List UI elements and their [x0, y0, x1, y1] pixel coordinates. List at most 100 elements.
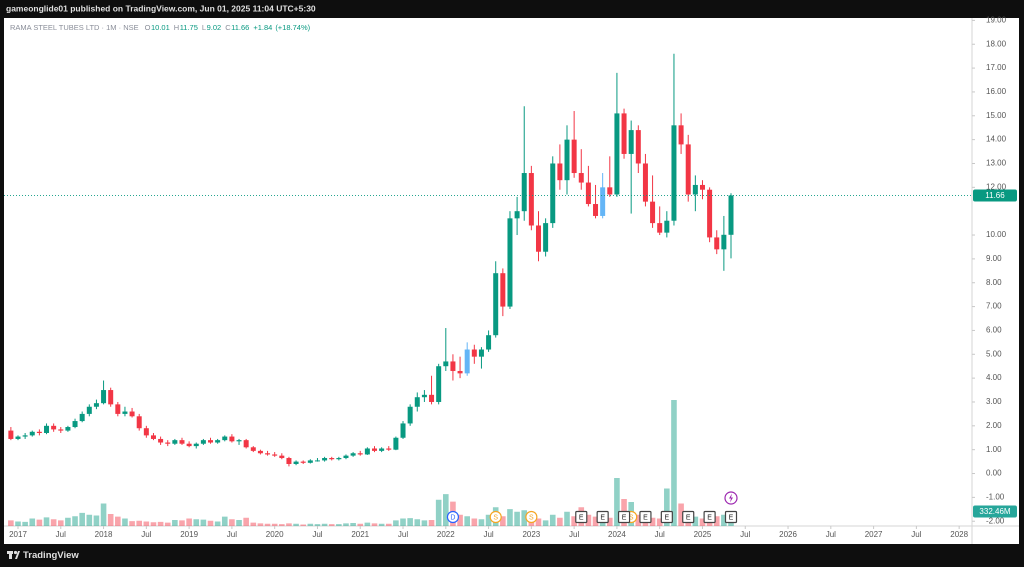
volume-bar: [692, 516, 699, 526]
volume-bar: [557, 517, 563, 526]
candle-body: [15, 436, 21, 439]
volume-bar: [36, 519, 43, 526]
legend-text: RAMA STEEL TUBES LTD · 1M · NSE: [10, 23, 139, 32]
legend-text: H: [174, 23, 179, 32]
last-volume-label: 332.46M: [979, 507, 1010, 516]
y-tick-label: 16.00: [986, 87, 1007, 96]
volume-bar: [179, 520, 185, 526]
volume-bar: [421, 520, 428, 526]
volume-bar: [592, 516, 599, 526]
candle-body: [200, 440, 206, 444]
volume-bar: [22, 521, 28, 526]
candle-body: [350, 453, 356, 456]
volume-bar: [229, 519, 235, 526]
volume-bar: [443, 494, 449, 526]
event-marker: [525, 510, 538, 524]
candle-body: [450, 361, 456, 371]
candle-body: [108, 390, 114, 405]
candle-body: [158, 438, 164, 443]
candle-body: [250, 447, 256, 451]
candle-body: [486, 335, 492, 350]
candle-body: [372, 448, 377, 451]
volume-bar: [464, 516, 470, 526]
candle-body: [72, 421, 78, 428]
x-tick-label: 2026: [779, 530, 797, 539]
y-tick-label: 17.00: [986, 63, 1007, 72]
candle-body: [272, 454, 278, 456]
candle-body: [678, 125, 684, 145]
candle-body: [193, 443, 199, 447]
candle-body: [642, 163, 648, 202]
candle-body: [600, 187, 606, 216]
candle-body: [36, 431, 42, 433]
y-tick-label: 9.00: [986, 254, 1002, 263]
candle-body: [44, 425, 50, 433]
volume-bar: [243, 517, 249, 526]
candle-body: [707, 189, 713, 238]
candle-body: [692, 184, 698, 195]
candle-body: [257, 450, 263, 454]
volume-bar: [321, 523, 328, 526]
volume-bar: [350, 523, 356, 526]
candle-body: [521, 173, 527, 212]
candle-body: [543, 223, 549, 252]
event-marker: [575, 510, 588, 524]
candle-body: [528, 173, 534, 226]
x-tick-label: Jul: [826, 530, 836, 539]
legend-text: L: [202, 23, 206, 32]
y-tick-label: 2.00: [986, 421, 1002, 430]
candle-body: [671, 125, 677, 221]
candle-body: [229, 436, 235, 442]
candle-body: [186, 443, 192, 447]
candle-body: [300, 461, 306, 463]
y-tick-label: 8.00: [986, 278, 1002, 287]
volume-bar: [414, 519, 421, 526]
event-label: E: [707, 514, 712, 521]
x-tick-label: Jul: [655, 530, 665, 539]
volume-bar: [378, 523, 385, 526]
volume-bar: [393, 520, 399, 526]
volume-bar: [150, 522, 157, 526]
volume-bar: [93, 515, 100, 526]
legend-text: 11.75: [180, 23, 198, 32]
event-label: E: [729, 514, 734, 521]
volume-bar: [535, 518, 542, 526]
volume-bar: [385, 523, 392, 526]
volume-bar: [671, 400, 677, 526]
candle-body: [464, 349, 470, 374]
volume-bar: [57, 520, 64, 526]
candle-body: [507, 218, 513, 307]
volume-bar: [207, 520, 214, 526]
candle-body: [500, 273, 506, 307]
volume-bar: [79, 512, 85, 526]
candle-body: [614, 113, 620, 195]
volume-bar: [435, 499, 442, 526]
x-tick-label: Jul: [227, 530, 237, 539]
volume-bar: [143, 521, 150, 526]
volume-bar: [500, 516, 506, 526]
legend-text: (+18.74%): [275, 23, 310, 32]
candle-body: [585, 182, 591, 205]
alert-bolt: [729, 493, 733, 503]
y-tick-label: 1.00: [986, 445, 1002, 454]
volume-bar: [649, 517, 656, 526]
candle-body: [243, 440, 249, 448]
y-tick-label: 13.00: [986, 159, 1007, 168]
y-tick-label: -2.00: [986, 516, 1005, 525]
volume-bar: [250, 522, 257, 526]
candle-body: [8, 430, 14, 439]
x-tick-label: Jul: [398, 530, 408, 539]
y-tick-label: 6.00: [986, 326, 1002, 335]
volume-bar: [264, 523, 271, 526]
candle-body: [51, 425, 57, 430]
event-label: D: [450, 514, 455, 521]
y-tick-label: -1.00: [986, 492, 1005, 501]
legend-text: 10.01: [151, 23, 170, 32]
event-label: S: [529, 514, 534, 521]
volume-bar: [542, 520, 549, 526]
candle-body: [122, 411, 128, 414]
volume-bar: [721, 514, 727, 526]
x-tick-label: 2028: [950, 530, 968, 539]
volume-bar: [314, 524, 321, 526]
candle-body: [58, 429, 64, 431]
